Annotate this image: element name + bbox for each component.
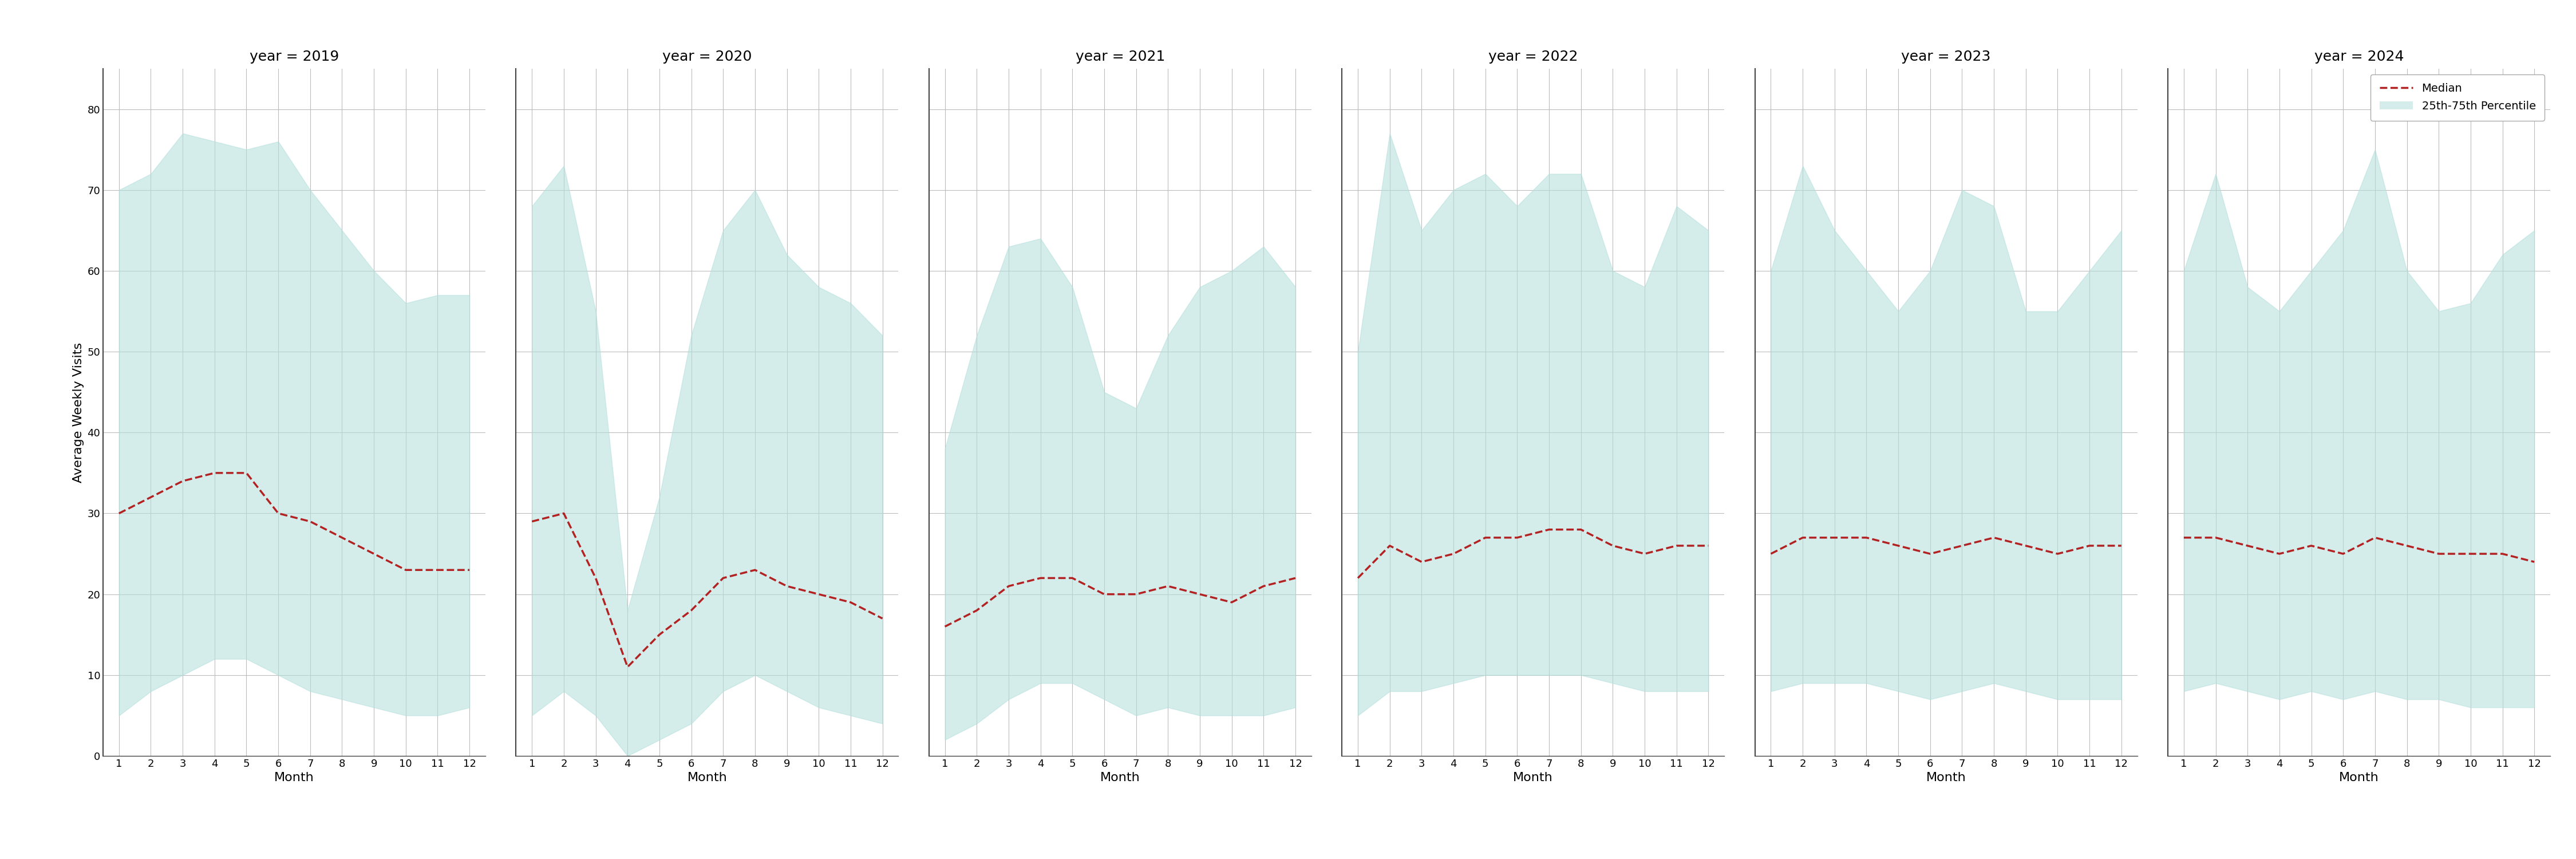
Median [2107, 540, 2138, 551]
Median [232, 468, 263, 478]
Median [294, 516, 325, 527]
Median [2009, 540, 2040, 551]
Median [1754, 549, 1785, 559]
Median [1185, 589, 1216, 600]
Median [422, 565, 453, 576]
Line: Median: Median [1770, 538, 2123, 554]
Median [2169, 533, 2200, 543]
Line: Median: Median [945, 578, 1296, 626]
Median [770, 581, 801, 591]
Median [1406, 557, 1437, 567]
X-axis label: Month: Month [1512, 772, 1553, 783]
Median [167, 476, 198, 486]
Median [453, 565, 484, 576]
Median [1502, 533, 1533, 543]
Median [1914, 549, 1945, 559]
Median [2295, 540, 2326, 551]
Median [1090, 589, 1121, 600]
Median [549, 509, 580, 519]
Median [1597, 540, 1628, 551]
Median [2200, 533, 2231, 543]
Median [515, 516, 546, 527]
Median [1025, 573, 1056, 583]
Median [2231, 540, 2262, 551]
X-axis label: Month: Month [273, 772, 314, 783]
Line: Median: Median [531, 514, 884, 667]
Median [2486, 549, 2517, 559]
X-axis label: Month: Month [1927, 772, 1965, 783]
Median [1249, 581, 1280, 591]
Median [103, 509, 134, 519]
Median [1978, 533, 2009, 543]
Median [1437, 549, 1468, 559]
Title: year = 2019: year = 2019 [250, 50, 340, 64]
Title: year = 2024: year = 2024 [2313, 50, 2403, 64]
Median [2519, 557, 2550, 567]
Legend: Median, 25th-75th Percentile: Median, 25th-75th Percentile [2370, 74, 2545, 120]
Y-axis label: Average Weekly Visits: Average Weekly Visits [72, 342, 85, 483]
Median [1852, 533, 1883, 543]
Median [1280, 573, 1311, 583]
Median [2391, 540, 2421, 551]
Median [1533, 524, 1564, 534]
Title: year = 2020: year = 2020 [662, 50, 752, 64]
Line: Median: Median [2184, 538, 2535, 562]
Median [1566, 524, 1597, 534]
Median [1692, 540, 1723, 551]
Median [613, 661, 644, 672]
Median [1788, 533, 1819, 543]
Median [961, 606, 992, 616]
Median [930, 621, 961, 631]
Median [835, 597, 866, 607]
Median [1947, 540, 1978, 551]
X-axis label: Month: Month [2339, 772, 2380, 783]
Median [358, 549, 389, 559]
Title: year = 2023: year = 2023 [1901, 50, 1991, 64]
Median [2043, 549, 2074, 559]
Median [1471, 533, 1502, 543]
Median [198, 468, 229, 478]
Median [2360, 533, 2391, 543]
Median [1373, 540, 1404, 551]
Median [1342, 573, 1373, 583]
Median [644, 630, 675, 640]
Median [1819, 533, 1850, 543]
Median [1628, 549, 1659, 559]
Title: year = 2022: year = 2022 [1489, 50, 1579, 64]
Median [675, 606, 706, 616]
Median [868, 613, 899, 624]
Line: Median: Median [118, 473, 469, 570]
Median [994, 581, 1025, 591]
Median [1883, 540, 1914, 551]
Median [804, 589, 835, 600]
Median [1662, 540, 1692, 551]
Median [1121, 589, 1151, 600]
Median [263, 509, 294, 519]
X-axis label: Month: Month [1100, 772, 1141, 783]
Median [708, 573, 739, 583]
Median [580, 573, 611, 583]
Title: year = 2021: year = 2021 [1074, 50, 1164, 64]
Median [327, 533, 358, 543]
Median [2424, 549, 2455, 559]
Median [137, 492, 167, 503]
Median [739, 565, 770, 576]
X-axis label: Month: Month [688, 772, 726, 783]
Line: Median: Median [1358, 529, 1708, 578]
Median [2074, 540, 2105, 551]
Median [1056, 573, 1087, 583]
Median [1216, 597, 1247, 607]
Median [2455, 549, 2486, 559]
Median [2264, 549, 2295, 559]
Median [2329, 549, 2360, 559]
Median [392, 565, 422, 576]
Median [1151, 581, 1182, 591]
